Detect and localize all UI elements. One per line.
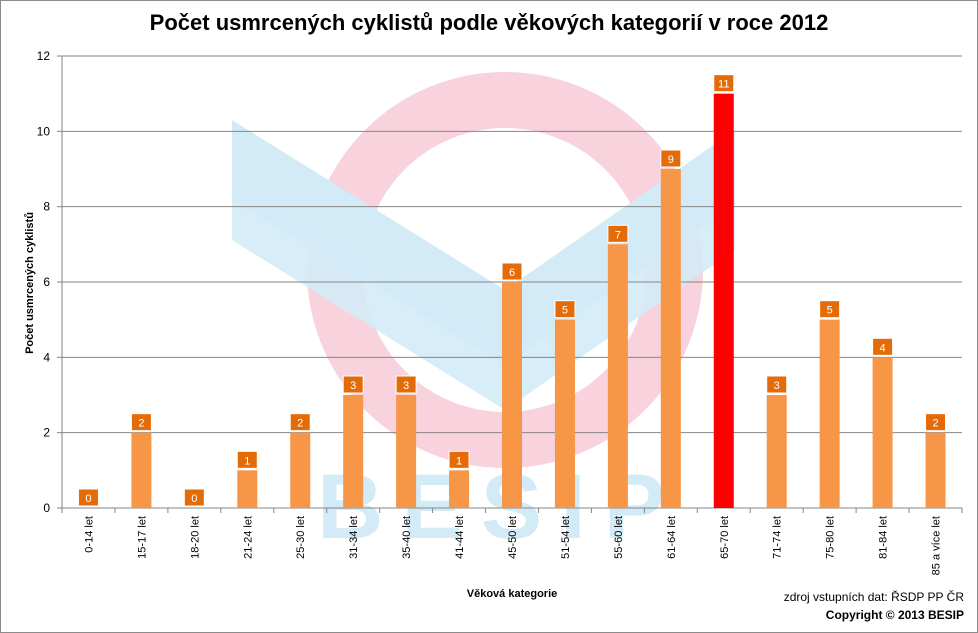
data-label: 11 [718,79,729,91]
data-label-box [766,375,788,394]
data-label: 9 [668,154,674,166]
category-labels: 0-14 let 15-17 let 18-20 let 21-24 let 25-30… [83,516,942,575]
x-tick-label: 85 a více let [931,516,943,575]
data-label-box [925,413,947,432]
x-tick-label: 45-50 let [507,516,519,559]
data-label-box [607,224,629,243]
bar [872,357,893,508]
bar [554,319,575,508]
bar [607,244,628,509]
x-tick-label: 55-60 let [613,516,625,559]
x-tick-label: 51-54 let [560,516,572,559]
data-label-box [713,74,735,93]
copyright-note: Copyright © 2013 BESIP [825,608,964,622]
x-axis-title: Věková kategorie [466,588,558,600]
x-tick-label: 25-30 let [295,516,307,559]
bar [660,169,681,508]
x-tick-label: 35-40 let [401,516,413,559]
x-tick-label: 31-34 let [348,516,360,559]
y-tick-label: 4 [43,350,50,364]
x-tick-label: 18-20 let [189,516,201,559]
data-label: 3 [403,380,409,392]
data-label: 3 [774,380,780,392]
x-tick-label: 0-14 let [83,516,95,553]
x-tick-label: 15-17 let [136,516,148,559]
data-label-box [501,262,523,281]
watermark-text: BESIP [317,456,683,558]
bars [131,93,946,509]
watermark-chevron-inner [232,180,735,410]
data-label: 1 [456,455,462,467]
bar [713,93,734,509]
bar [766,395,787,508]
y-tick-label: 2 [43,426,50,440]
bar [449,470,470,508]
bar [396,395,417,508]
data-label: 2 [932,418,938,430]
data-label-box [342,375,364,394]
x-tick-label: 61-64 let [666,516,678,559]
data-label-box [872,337,894,356]
data-label-box [130,413,152,432]
x-tick-label: 65-70 let [719,516,731,559]
data-label-box [660,149,682,168]
bar [819,319,840,508]
data-label: 0 [85,493,91,505]
y-axis-title-text: Počet usmrcených cyklistů [24,212,36,354]
bar [502,282,522,508]
data-label-box [289,413,311,432]
data-labels: 0 2 0 1 2 3 3 1 6 5 7 9 11 3 5 4 2 [77,74,947,507]
x-tick-label: 75-80 let [825,516,837,559]
y-tick-label: 12 [37,49,51,63]
data-label-box [448,450,470,469]
source-note: zdroj vstupních dat: ŘSDP PP ČR [783,590,964,604]
data-label-box [554,300,576,319]
data-label: 2 [297,418,303,430]
y-tick-label: 8 [43,200,50,214]
data-label: 4 [880,342,886,354]
x-tick-label: 81-84 let [878,516,890,559]
chart-title: Počet usmrcených cyklistů podle věkových… [149,10,829,35]
data-label: 1 [244,455,250,467]
watermark-chevron-outer [232,120,735,365]
data-label: 5 [827,305,833,317]
bar [131,432,152,508]
data-label: 3 [350,380,356,392]
data-label-box [77,488,99,507]
x-tick-label: 71-74 let [772,516,784,559]
data-label-box [236,450,258,469]
y-tick-label: 10 [37,124,51,138]
x-tick-label: 21-24 let [242,516,254,559]
data-label-box [395,375,417,394]
data-label: 7 [615,229,621,241]
data-label-box [183,488,205,507]
bar [925,432,946,508]
data-label: 5 [562,305,568,317]
y-tick-label: 0 [43,501,50,515]
data-label: 2 [138,418,144,430]
bar [290,432,311,508]
x-tick-label: 41-44 let [454,516,466,559]
data-label-box [819,300,841,319]
bar [343,395,364,508]
y-tick-label: 6 [43,275,50,289]
data-label: 6 [509,267,515,279]
data-label: 0 [191,493,197,505]
bar [237,470,258,508]
